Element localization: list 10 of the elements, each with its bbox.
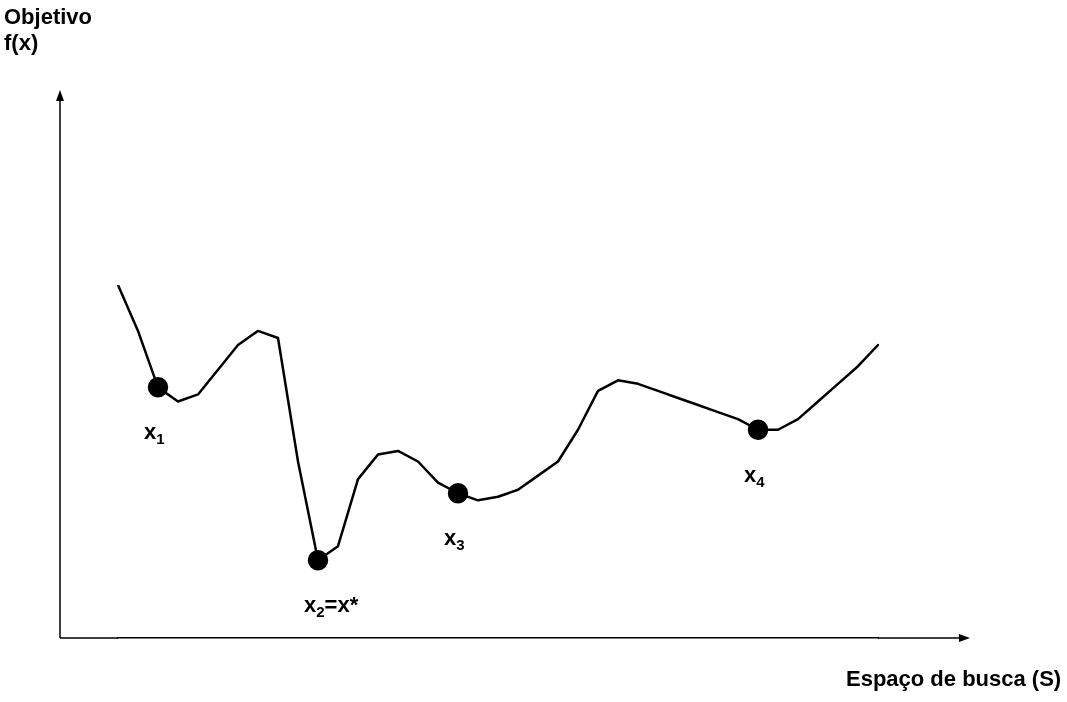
point — [747, 419, 769, 440]
annotation: x$_{2}$=x* — [304, 592, 359, 622]
annotation: x$_{4}$ — [744, 461, 765, 492]
point — [447, 483, 469, 504]
text: Objetivo f(x) — [4, 4, 93, 57]
annotation: x$_{1}$ — [144, 419, 165, 449]
point — [307, 550, 329, 571]
point — [147, 377, 169, 398]
x-axis-title: Espaço de busca (S) — [846, 666, 1062, 693]
annotation: x$_{3}$ — [444, 525, 465, 555]
